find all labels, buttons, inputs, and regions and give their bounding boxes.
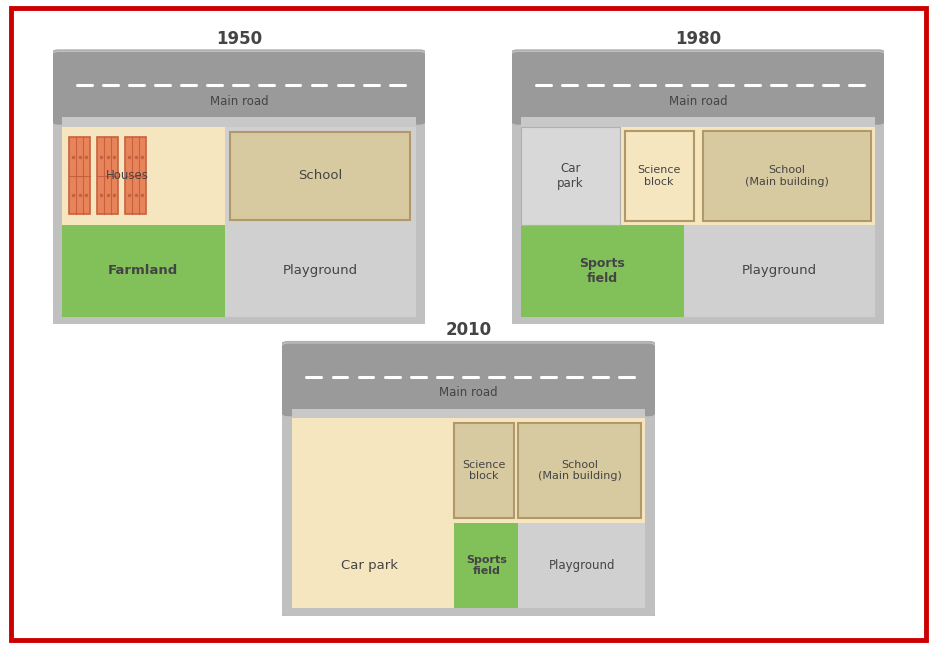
Text: Playground: Playground [741, 264, 816, 277]
Text: 1980: 1980 [674, 30, 721, 48]
Text: Farmland: Farmland [109, 264, 178, 277]
FancyBboxPatch shape [454, 422, 513, 518]
FancyBboxPatch shape [278, 341, 658, 618]
Text: Science
block: Science block [636, 165, 680, 187]
FancyBboxPatch shape [230, 132, 410, 220]
Text: Playground: Playground [283, 264, 358, 277]
FancyBboxPatch shape [509, 52, 885, 124]
Bar [520, 226, 683, 317]
FancyBboxPatch shape [280, 343, 656, 416]
Text: Main road: Main road [668, 95, 726, 108]
Bar [125, 137, 146, 214]
Text: Car park: Car park [341, 559, 398, 572]
Bar [454, 523, 518, 608]
Bar [520, 126, 874, 226]
Text: Science
block: Science block [461, 459, 505, 481]
Text: School: School [298, 169, 342, 183]
FancyBboxPatch shape [507, 50, 887, 326]
Bar [520, 126, 620, 226]
Text: Car
park: Car park [557, 162, 583, 190]
Bar [520, 117, 874, 126]
FancyBboxPatch shape [624, 131, 693, 221]
Text: Main road: Main road [210, 95, 268, 108]
Bar [62, 117, 416, 126]
Text: School
(Main building): School (Main building) [744, 165, 827, 187]
Bar [62, 226, 225, 317]
Bar [225, 126, 416, 317]
Bar [69, 137, 90, 214]
Text: 2010: 2010 [445, 321, 491, 340]
Bar [97, 137, 118, 214]
Text: Houses: Houses [106, 169, 149, 183]
Text: Sports
field: Sports field [465, 555, 506, 576]
Bar [683, 226, 874, 317]
Text: Main road: Main road [439, 386, 497, 399]
Bar [62, 126, 225, 226]
Bar [291, 418, 645, 608]
FancyBboxPatch shape [51, 52, 427, 124]
FancyBboxPatch shape [518, 422, 640, 518]
Text: 1950: 1950 [215, 30, 262, 48]
Bar [518, 523, 645, 608]
Bar [291, 409, 645, 418]
Text: Sports
field: Sports field [579, 257, 624, 285]
Text: School
(Main building): School (Main building) [537, 459, 621, 481]
FancyBboxPatch shape [702, 131, 870, 221]
Text: Playground: Playground [548, 559, 614, 572]
FancyBboxPatch shape [49, 50, 429, 326]
